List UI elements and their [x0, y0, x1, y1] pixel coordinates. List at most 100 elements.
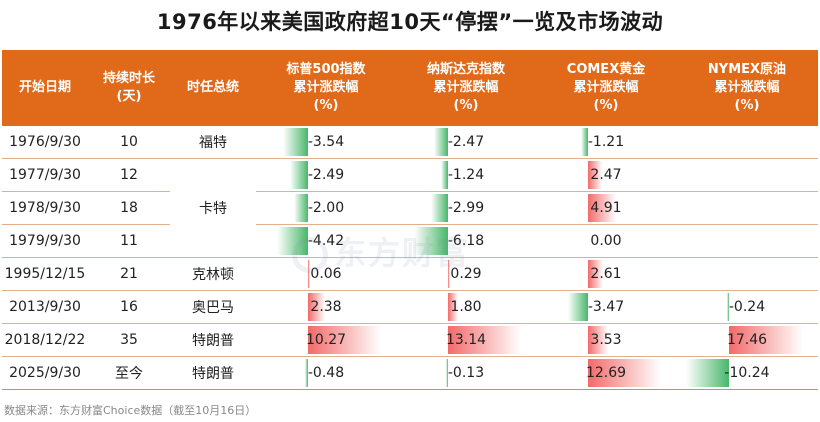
value-oil: 17.46: [726, 332, 768, 348]
chart-title: 1976年以来美国政府超10天“停摆”一览及市场波动: [156, 10, 664, 34]
cell-president: 克林顿: [170, 257, 256, 291]
cell-start-date: 1995/12/15: [2, 257, 88, 291]
value-nasdaq: -1.24: [447, 167, 485, 183]
bar-nasdaq: [434, 128, 448, 156]
cell-start-date: 1978/9/30: [2, 191, 88, 225]
value-nasdaq: -0.13: [447, 365, 485, 381]
table-row: 1976/9/30 10 福特 -3.54 -2.47 -1.21: [2, 126, 818, 159]
cell-president: 福特: [170, 126, 256, 159]
bar-gold: [588, 326, 609, 354]
cell-gold: 3.53: [536, 323, 676, 357]
cell-sp500: -0.48: [256, 356, 396, 390]
cell-oil: [676, 158, 818, 192]
cell-sp500: 2.38: [256, 290, 396, 324]
value-nasdaq: 0.29: [450, 266, 482, 282]
bar-gold: [588, 161, 603, 189]
cell-gold: -1.21: [536, 126, 676, 159]
cell-duration: 18: [88, 191, 170, 225]
table-row: 1978/9/30 18 -2.00 -2.99 4.91: [2, 191, 818, 225]
value-sp500: 2.38: [310, 299, 342, 315]
cell-oil: [676, 191, 818, 225]
cell-oil: [676, 257, 818, 291]
header-oil: NYMEX原油 累计涨跌幅 (%): [676, 50, 818, 126]
bar-gold: [568, 293, 588, 321]
table-row: 2013/9/30 16 奥巴马 2.38 1.80 -3.47 -0.24: [2, 290, 818, 324]
table-row: 2025/9/30 至今 特朗普 -0.48 -0.13 12.69 -10.24: [2, 356, 818, 390]
value-nasdaq: 13.14: [445, 332, 487, 348]
data-source-note: 数据来源：东方财富Choice数据（截至10月16日）: [4, 404, 257, 417]
cell-oil: [676, 126, 818, 159]
bar-nasdaq: [448, 260, 450, 288]
bar-oil: [727, 293, 729, 321]
bar-nasdaq: [448, 293, 458, 321]
table-row: 1977/9/30 12 卡特 -2.49 -1.24 2.47: [2, 158, 818, 258]
value-gold: 2.61: [590, 266, 622, 282]
bar-nasdaq: [448, 326, 521, 354]
cell-start-date: 2013/9/30: [2, 290, 88, 324]
bar-sp500: [293, 194, 308, 222]
cell-sp500: -3.54: [256, 126, 396, 159]
cell-start-date: 1979/9/30: [2, 224, 88, 258]
bar-gold: [588, 359, 661, 387]
value-sp500: -0.48: [307, 365, 345, 381]
cell-sp500: -2.00: [256, 191, 396, 225]
cell-nasdaq: 1.80: [396, 290, 536, 324]
cell-oil: -10.24: [676, 356, 818, 390]
cell-president: 特朗普: [170, 356, 256, 390]
value-gold: 3.53: [590, 332, 622, 348]
bar-nasdaq: [431, 194, 448, 222]
cell-nasdaq: -1.24: [396, 158, 536, 192]
table-row: 1995/12/15 21 克林顿 0.06 0.29 2.61: [2, 257, 818, 291]
cell-duration: 至今: [88, 356, 170, 390]
cell-gold: 2.47: [536, 158, 676, 192]
bar-nasdaq: [441, 161, 448, 189]
bar-sp500: [308, 293, 325, 321]
value-sp500: -3.54: [307, 134, 345, 150]
value-sp500: -4.42: [307, 233, 345, 249]
cell-duration: 35: [88, 323, 170, 357]
cell-start-date: 1977/9/30: [2, 158, 88, 192]
cell-sp500: -4.42: [256, 224, 396, 258]
value-sp500: 10.27: [305, 332, 347, 348]
cell-sp500: 10.27: [256, 323, 396, 357]
value-gold: 2.47: [590, 167, 622, 183]
value-sp500: -2.00: [307, 200, 345, 216]
bar-sp500: [290, 161, 308, 189]
cell-start-date: 2025/9/30: [2, 356, 88, 390]
cell-nasdaq: -0.13: [396, 356, 536, 390]
bar-sp500: [282, 128, 308, 156]
bar-gold: [588, 260, 603, 288]
table-row: 2018/12/22 35 特朗普 10.27 13.14 3.53 17.46: [2, 323, 818, 357]
bar-gold: [581, 128, 588, 156]
cell-nasdaq: 13.14: [396, 323, 536, 357]
value-oil: -0.24: [728, 299, 766, 315]
header-nasdaq: 纳斯达克指数 累计涨跌幅 (%): [396, 50, 536, 126]
value-nasdaq: -2.47: [447, 134, 485, 150]
cell-duration: 11: [88, 224, 170, 258]
cell-start-date: 1976/9/30: [2, 126, 88, 159]
table-header-row: 开始日期 持续时长 (天) 时任总统 标普500指数 累计涨跌幅 (%) 纳斯达克指数…: [2, 50, 818, 126]
bar-sp500: [308, 260, 310, 288]
cell-gold: 2.61: [536, 257, 676, 291]
value-nasdaq: 1.80: [450, 299, 482, 315]
value-sp500: 0.06: [310, 266, 342, 282]
header-president: 时任总统: [170, 50, 256, 126]
cell-president: 特朗普: [170, 323, 256, 357]
cell-duration: 10: [88, 126, 170, 159]
bar-sp500: [304, 359, 308, 387]
cell-oil: [676, 224, 818, 258]
header-gold: COMEX黄金 累计涨跌幅 (%): [536, 50, 676, 126]
bar-nasdaq: [446, 359, 448, 387]
cell-duration: 12: [88, 158, 170, 192]
bar-sp500: [308, 326, 381, 354]
cell-president: 奥巴马: [170, 290, 256, 324]
cell-oil: -0.24: [676, 290, 818, 324]
bar-oil: [685, 359, 729, 387]
value-gold: 12.69: [585, 365, 627, 381]
cell-sp500: -2.49: [256, 158, 396, 192]
value-gold: -3.47: [587, 299, 625, 315]
bar-nasdaq: [413, 227, 448, 255]
header-sp500: 标普500指数 累计涨跌幅 (%): [256, 50, 396, 126]
value-gold: -1.21: [587, 134, 625, 150]
table-row: 1979/9/30 11 -4.42 -6.18 0.00: [2, 224, 818, 258]
